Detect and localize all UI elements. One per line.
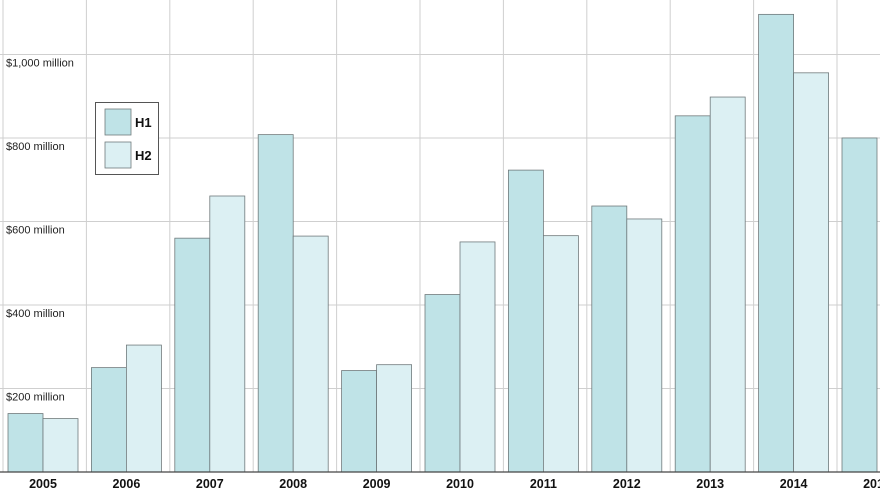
- x-tick-label: 2007: [196, 477, 224, 491]
- x-tick-label: 2015: [863, 477, 880, 491]
- x-tick-label: 2013: [696, 477, 724, 491]
- bar-h1-2008: [257, 134, 294, 473]
- bar-h2-2006: [126, 344, 162, 473]
- bar-h1-2013: [674, 115, 711, 473]
- bar-h2-2011: [543, 235, 579, 473]
- bar-h1-2014: [758, 13, 794, 473]
- legend-swatch-h2: [104, 141, 132, 169]
- bar-h1-2007: [174, 237, 211, 473]
- bar-h2-2012: [626, 218, 663, 473]
- bar-h1-2015: [841, 137, 878, 473]
- legend-label-h1: H1: [135, 115, 152, 130]
- x-tick-label: 2012: [613, 477, 641, 491]
- bar-h2-2014: [793, 72, 829, 473]
- legend-label-h2: H2: [135, 148, 152, 163]
- y-tick-label: $400 million: [6, 308, 65, 320]
- bar-h1-2005: [7, 413, 44, 473]
- y-tick-label: $1,000 million: [6, 57, 74, 69]
- x-axis-labels: 2005 2006 2007 2008 2009 2010 2011 2012 2013 2014…: [29, 477, 880, 491]
- y-tick-label: $200 million: [6, 391, 65, 403]
- bar-h1-2006: [91, 367, 127, 473]
- bar-h1-2012: [591, 205, 628, 473]
- x-tick-label: 2006: [112, 477, 140, 491]
- y-tick-label: $800 million: [6, 141, 65, 153]
- bar-h2-2009: [376, 364, 413, 473]
- bars: [7, 13, 878, 473]
- bar-h2-2008: [292, 235, 329, 473]
- bar-h2-2007: [209, 195, 246, 473]
- x-tick-label: 2008: [279, 477, 307, 491]
- legend: H1 H2: [95, 102, 159, 175]
- y-axis-labels: $200 million $400 million $600 million $800…: [6, 57, 74, 403]
- x-tick-label: 2005: [29, 477, 57, 491]
- bar-h1-2011: [507, 169, 544, 473]
- legend-swatch-h1: [104, 108, 132, 136]
- y-tick-label: $600 million: [6, 224, 65, 236]
- bar-h2-2005: [42, 418, 79, 473]
- x-tick-label: 2011: [530, 477, 557, 491]
- x-tick-label: 2014: [780, 477, 808, 491]
- bar-h1-2010: [424, 294, 461, 473]
- x-tick-label: 2010: [446, 477, 474, 491]
- x-tick-label: 2009: [363, 477, 391, 491]
- bar-h2-2013: [709, 96, 746, 473]
- bar-h1-2009: [341, 370, 378, 473]
- bar-h2-2010: [459, 241, 496, 473]
